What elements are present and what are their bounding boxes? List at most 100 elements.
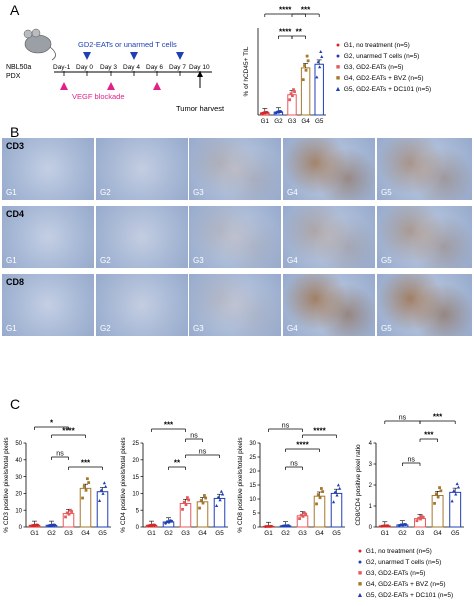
data-point [304, 68, 308, 72]
legend-marker-icon: ■ [335, 64, 341, 71]
data-point [270, 524, 274, 528]
data-point [404, 523, 408, 526]
ihc-tile: G3 [189, 138, 281, 200]
legend-label: G3, GD2-EATs (n=5) [342, 64, 404, 71]
sig-label: *** [433, 413, 443, 422]
legend-label: G3, GD2-EATs (n=5) [364, 570, 426, 577]
sig-label: ns [407, 457, 415, 464]
data-point [333, 490, 337, 494]
y-axis-label: % CD3 positive pixels/total pixels [3, 437, 10, 533]
data-point [417, 516, 421, 520]
y-tick-label: 0 [19, 525, 23, 531]
y-tick-label: 25 [249, 455, 256, 461]
data-point [321, 490, 325, 493]
y-tick-label: 10 [132, 492, 139, 498]
timeline-injection-label: GD2-EATs or unarmed T cells [78, 40, 177, 49]
data-point [187, 498, 191, 502]
data-point [439, 489, 443, 493]
data-point [318, 496, 322, 500]
y-tick-label: 20 [15, 492, 22, 498]
y-tick-label: 2 [369, 483, 373, 489]
data-point [81, 496, 84, 500]
legend-label: G2, unarmed T cells (n=5) [364, 559, 442, 566]
legend-item: ● G2, unarmed T cells (n=5) [356, 559, 441, 566]
legend-marker-icon: ● [357, 559, 363, 566]
bar-g4 [313, 495, 326, 528]
data-point [436, 495, 440, 499]
panel-letter-c: C [10, 396, 21, 412]
injection-marker-icon [83, 52, 91, 60]
x-tick-label: G2 [47, 530, 56, 537]
sig-label: *** [164, 421, 174, 430]
y-tick-label: 5 [253, 511, 257, 517]
legend-marker-icon: ▲ [334, 86, 342, 93]
data-point [386, 524, 390, 528]
data-point [434, 492, 438, 496]
data-point [452, 489, 456, 493]
injection-marker-icon [130, 52, 138, 60]
data-point [293, 90, 296, 94]
timeline-day-label: Day 10 [189, 64, 210, 71]
data-point [455, 482, 459, 486]
sig-label: ns [282, 423, 290, 430]
legend-label: G4, GD2-EATs + BVZ (n=5) [342, 75, 424, 82]
ihc-tile: G4 [283, 138, 375, 200]
x-tick-label: G4 [315, 530, 324, 537]
legend-item: ■ G3, GD2-EATs (n=5) [334, 64, 404, 71]
data-point [82, 485, 86, 488]
data-point [65, 511, 69, 515]
y-tick-label: 10 [15, 508, 22, 514]
timeline-day-label: Day-1 [53, 64, 71, 71]
ihc-tile: CD8 G1 [2, 274, 94, 336]
data-point [104, 484, 108, 488]
x-tick-label: G3 [181, 530, 190, 537]
data-point [320, 55, 324, 59]
timeline-model2: PDX [6, 73, 21, 80]
sig-label: ns [290, 461, 298, 468]
legend-label: G5, GD2-EATs + DC101 (n=5) [364, 592, 454, 599]
sig-label: ns [56, 451, 64, 458]
x-tick-label: G2 [164, 530, 173, 537]
y-tick-label: 1 [369, 504, 373, 510]
data-point [279, 110, 283, 114]
legend-label: G1, no treatment (n=5) [342, 42, 410, 49]
injection-marker-icon [176, 52, 184, 60]
data-point [301, 78, 305, 82]
legend-item: ▲ G5, GD2-EATs + DC101 (n=5) [356, 592, 454, 599]
bar-g4 [300, 67, 311, 116]
sig-label: **** [296, 441, 309, 450]
x-tick-label: G2 [274, 118, 283, 125]
data-point [64, 515, 67, 519]
ihc-row-label: CD3 [6, 141, 25, 151]
ihc-row-label: CD8 [6, 277, 25, 287]
ihc-tile-label: G1 [6, 188, 17, 197]
ihc-tile: G3 [189, 206, 281, 268]
sig-label: **** [62, 427, 75, 436]
bar-g3 [287, 94, 297, 116]
data-point [303, 64, 306, 67]
legend-label: G4, GD2-EATs + BVZ (n=5) [364, 581, 446, 588]
legend-item: ● G1, no treatment (n=5) [356, 548, 432, 555]
ihc-tile-label: G4 [287, 256, 298, 265]
bar-g5 [96, 491, 109, 528]
timeline-day-label: Day 4 [123, 64, 140, 71]
data-point [433, 501, 436, 505]
data-point [198, 506, 201, 510]
data-point [292, 88, 295, 92]
data-point [153, 523, 157, 527]
ihc-tile: G5 [377, 206, 472, 268]
ihc-tile: G3 [189, 274, 281, 336]
bar-g5 [314, 63, 324, 116]
data-point [298, 517, 301, 520]
ihc-tile-label: G2 [100, 188, 111, 197]
data-point [185, 496, 189, 499]
legend-item: ● G2, unarmed T cells (n=5) [334, 53, 419, 60]
bar-g5 [330, 492, 343, 528]
x-tick-label: G3 [64, 530, 73, 537]
timeline-day-label: Day 6 [146, 64, 163, 71]
data-point [202, 494, 206, 497]
data-point [288, 98, 292, 102]
data-point [450, 499, 454, 503]
ihc-tile-label: G3 [193, 324, 204, 333]
